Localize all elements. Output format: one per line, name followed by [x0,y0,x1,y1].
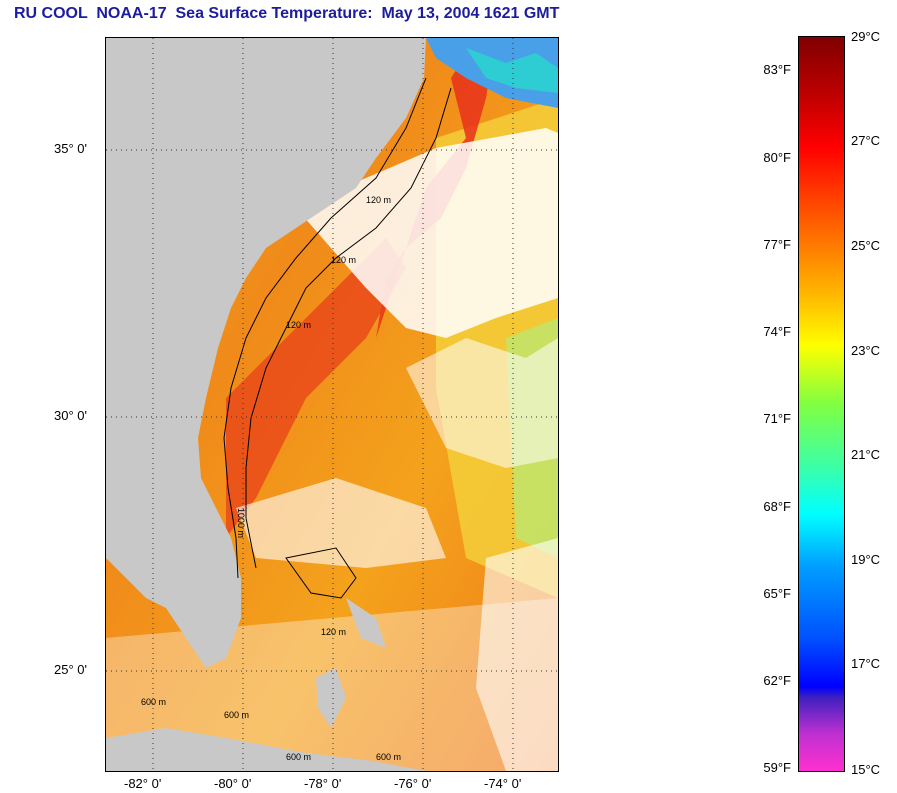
lon-label: -82° 0' [124,776,162,791]
colorbar-gradient [799,37,844,771]
landmass-abaco [346,598,386,648]
lon-label: -80° 0' [214,776,252,791]
cloud-area [476,538,558,771]
contour-label: 600 m [286,752,311,762]
contour-1000m [245,87,452,569]
sst-map-canvas: 120 m 120 m 120 m 1000 m 600 m 600 m 600… [106,38,558,771]
contour-label: 120 m [331,255,356,265]
lon-label: -76° 0' [394,776,432,791]
colorbar-c-label: 29°C [851,29,881,44]
colorbar-c-label: 27°C [851,133,881,148]
cloud-area [296,128,558,338]
colorbar-f-label: 80°F [763,150,791,165]
colorbar-c-label: 23°C [851,343,881,358]
lat-label: 35° 0' [54,141,87,156]
colorbar-f-label: 65°F [763,586,791,601]
landmass-us [106,38,426,668]
colorbar-f-label: 77°F [763,237,791,252]
lat-label: 25° 0' [54,662,87,677]
contour-label: 120 m [366,195,391,205]
colorbar-f-label: 83°F [763,62,791,77]
contour-label: 1000 m [236,508,246,538]
warm-eddy [226,238,406,538]
contour-120m [223,77,427,579]
contour-label: 600 m [376,752,401,762]
lat-label: 30° 0' [54,408,87,423]
contour-label: 600 m [141,697,166,707]
colorbar-f-label: 71°F [763,411,791,426]
colorbar-c-label: 17°C [851,656,881,671]
colorbar-c-label: 25°C [851,238,881,253]
sst-map: 120 m 120 m 120 m 1000 m 600 m 600 m 600… [105,37,559,772]
graticule [106,38,558,771]
colorbar-f-label: 68°F [763,499,791,514]
contour-label: 120 m [286,320,311,330]
contour-label: 120 m [321,627,346,637]
cold-water-edge [466,48,558,93]
colorbar-c-label: 21°C [851,447,881,462]
page-title: RU COOL NOAA-17 Sea Surface Temperature:… [14,5,560,22]
cloud-area [236,478,446,568]
colorbar-c-label: 19°C [851,552,881,567]
lon-label: -74° 0' [484,776,522,791]
cloud-area [406,338,558,468]
lon-label: -78° 0' [304,776,342,791]
landmass-cuba [106,728,426,771]
contour-label: 600 m [224,710,249,720]
colorbar-f-label: 62°F [763,673,791,688]
colorbar-f-label: 59°F [763,760,791,775]
bank-contour [285,547,357,599]
temperature-colorbar [798,36,845,772]
landmass-andros [316,668,346,728]
colorbar-c-label: 15°C [851,762,881,777]
colorbar-f-label: 74°F [763,324,791,339]
